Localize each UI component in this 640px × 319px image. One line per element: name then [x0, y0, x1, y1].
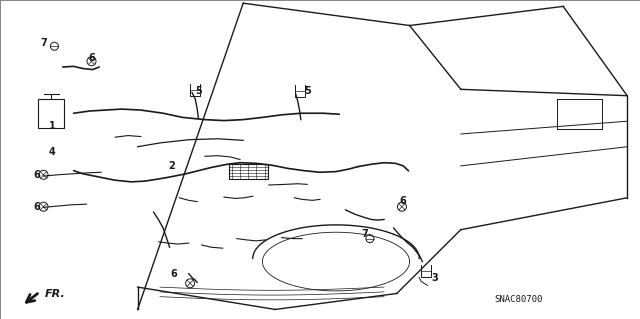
Text: 5: 5: [195, 86, 202, 96]
Text: 7: 7: [362, 229, 368, 240]
Text: 2: 2: [168, 161, 175, 171]
Text: 3: 3: [432, 272, 438, 283]
Text: 7: 7: [40, 38, 47, 48]
Bar: [38, 99, 64, 128]
Text: 5: 5: [304, 86, 310, 96]
Text: 6: 6: [34, 170, 40, 180]
Text: 6: 6: [34, 202, 40, 212]
Text: 1: 1: [49, 121, 56, 131]
Text: 6: 6: [88, 53, 95, 63]
Text: 4: 4: [49, 146, 56, 157]
Text: 6: 6: [171, 269, 177, 279]
Text: SNAC80700: SNAC80700: [494, 295, 543, 304]
Text: 6: 6: [400, 196, 406, 206]
Bar: [229, 164, 268, 179]
Text: FR.: FR.: [45, 289, 65, 299]
